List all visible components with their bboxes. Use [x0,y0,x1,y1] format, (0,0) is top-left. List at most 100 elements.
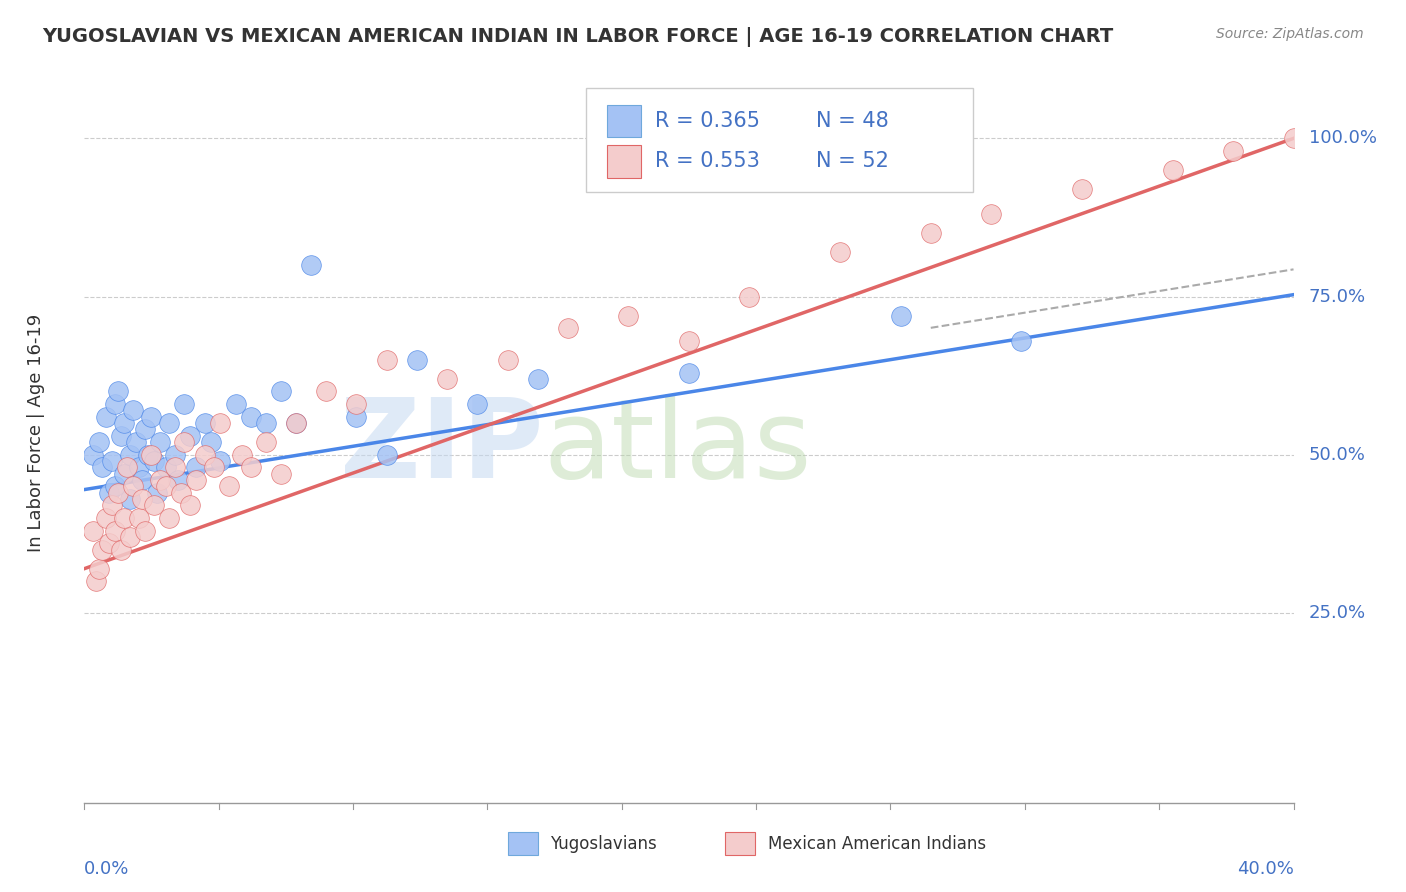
Point [239,409,262,424]
Point [1011,334,1033,348]
Text: 100.0%: 100.0% [1309,129,1376,147]
Point [146,485,169,500]
Point [89,562,111,576]
Point [173,435,195,450]
Point [128,511,150,525]
Point [157,511,180,525]
Point [436,372,458,386]
Point [170,485,193,500]
Point [1071,182,1094,196]
Point [406,352,429,367]
Point [980,207,1002,221]
Point [890,309,912,323]
Text: 75.0%: 75.0% [1309,287,1365,306]
Point [155,479,177,493]
Point [239,460,262,475]
Point [112,416,135,430]
Point [118,530,141,544]
Point [200,435,222,450]
Point [139,448,162,462]
Point [112,467,135,481]
Point [165,460,187,475]
Text: atlas: atlas [544,394,813,501]
Point [186,473,208,487]
Bar [607,145,641,178]
Point [830,245,852,260]
Text: Mexican American Indians: Mexican American Indians [768,835,986,853]
Point [496,352,519,367]
Point [139,409,162,424]
Point [104,397,127,411]
Point [375,448,398,462]
Point [104,524,127,538]
Point [231,448,253,462]
Bar [508,832,538,855]
Point [225,397,247,411]
Point [738,289,761,303]
Point [557,321,579,335]
Point [254,435,277,450]
Point [149,473,172,487]
Point [186,460,208,475]
Point [100,454,122,468]
Point [97,485,120,500]
Point [270,467,292,481]
Text: ZIP: ZIP [340,394,544,501]
Point [375,352,398,367]
Text: 40.0%: 40.0% [1237,860,1294,878]
Text: In Labor Force | Age 16-19: In Labor Force | Age 16-19 [27,313,45,552]
Point [165,448,187,462]
Point [136,448,159,462]
Point [179,499,201,513]
Text: R = 0.553: R = 0.553 [655,152,761,171]
Point [194,416,217,430]
FancyBboxPatch shape [586,88,973,192]
Point [678,366,700,380]
Point [112,511,135,525]
Point [157,416,180,430]
Point [1222,144,1244,158]
Text: N = 52: N = 52 [815,152,889,171]
Point [218,479,240,493]
Point [91,460,114,475]
Point [91,542,114,557]
Text: 25.0%: 25.0% [1309,604,1365,622]
Point [142,499,165,513]
Point [118,448,141,462]
Text: Source: ZipAtlas.com: Source: ZipAtlas.com [1216,27,1364,41]
Text: 0.0%: 0.0% [84,860,129,878]
Point [128,460,150,475]
Point [104,479,127,493]
Point [89,435,111,450]
Point [107,485,129,500]
Point [94,409,117,424]
Point [149,435,172,450]
Point [179,429,201,443]
Point [285,416,308,430]
Point [121,403,143,417]
Point [299,258,322,272]
Point [527,372,550,386]
Point [678,334,700,348]
Point [1282,131,1305,145]
Point [209,416,232,430]
Point [100,499,122,513]
Point [617,309,640,323]
Point [110,429,132,443]
Point [346,409,368,424]
Point [194,448,217,462]
Point [173,397,195,411]
Text: R = 0.365: R = 0.365 [655,111,761,131]
Text: Yugoslavians: Yugoslavians [550,835,657,853]
Point [254,416,277,430]
Point [1161,163,1184,178]
Point [115,460,138,475]
Bar [725,832,755,855]
Point [202,460,225,475]
Point [920,227,942,241]
Point [86,574,108,589]
Point [118,491,141,506]
Point [121,479,143,493]
Point [131,473,153,487]
Point [82,448,104,462]
